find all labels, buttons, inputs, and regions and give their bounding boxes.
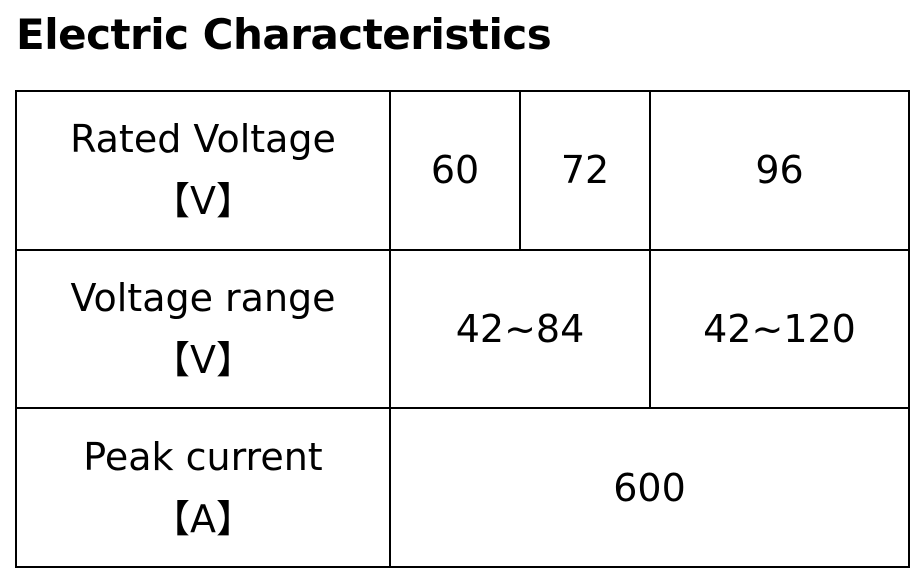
unit: 【V】 (152, 179, 254, 224)
spec-table: Rated Voltage 【V】 60 72 96 Voltage range 【… (15, 90, 910, 568)
title: Electric Characteristics (16, 10, 552, 59)
unit: 【V】 (152, 337, 254, 382)
cell: 72 (519, 90, 651, 251)
row-label: Rated Voltage 【V】 (15, 90, 391, 251)
row-label: Voltage range 【V】 (15, 248, 391, 410)
cell: 60 (389, 90, 521, 251)
cell: 42~84 (389, 248, 651, 410)
row: Rated Voltage 【V】 60 72 96 (15, 90, 910, 251)
unit: 【A】 (152, 496, 254, 541)
cell: 600 (389, 407, 910, 568)
row: Peak current 【A】 600 (15, 407, 910, 568)
row: Voltage range 【V】 42~84 42~120 (15, 248, 910, 410)
row-label: Peak current 【A】 (15, 407, 391, 568)
cell: 42~120 (649, 248, 910, 410)
cell: 96 (649, 90, 910, 251)
label: Peak current (83, 434, 323, 479)
label: Rated Voltage (70, 117, 336, 162)
label: Voltage range (70, 275, 336, 320)
